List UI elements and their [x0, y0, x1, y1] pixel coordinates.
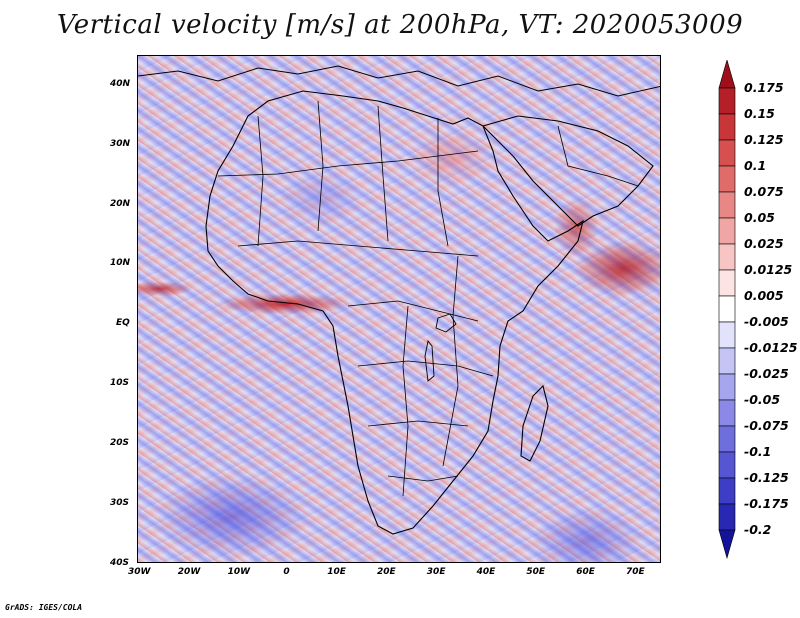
colorbar-level-label: 0.005 — [744, 288, 784, 303]
lon-tick-label: 70E — [626, 567, 645, 577]
colorbar-level-label: 0.075 — [744, 184, 784, 199]
colorbar-bin — [718, 373, 736, 401]
lon-tick-label: 0 — [283, 567, 290, 577]
arabia-coastline — [481, 115, 654, 227]
colorbar-level-label: -0.175 — [744, 496, 789, 511]
grads-credit: GrADS: IGES/COLA — [5, 603, 83, 612]
colorbar-bin — [718, 425, 736, 453]
colorbar-bin — [718, 347, 736, 375]
colorbar-level-label: -0.1 — [744, 444, 772, 459]
map-title: Vertical velocity [m/s] at 200hPa, VT: 2… — [56, 10, 744, 40]
border-line — [402, 305, 409, 497]
colorbar-level-label: 0.05 — [744, 210, 775, 225]
colorbar-level-label: 0.175 — [744, 80, 784, 95]
colorbar-level-label: -0.05 — [744, 392, 781, 407]
map-panel — [137, 55, 661, 563]
lat-tick-label: 40S — [110, 558, 130, 568]
colorbar-level-label: -0.005 — [744, 314, 789, 329]
lat-tick-label: 10S — [110, 378, 130, 388]
colorbar-bin — [718, 529, 736, 560]
colorbar-level-label: -0.125 — [744, 470, 789, 485]
lon-tick-label: 60E — [576, 567, 595, 577]
madagascar-coastline — [520, 384, 549, 462]
lat-tick-label: 30N — [110, 138, 131, 149]
colorbar — [718, 60, 736, 560]
colorbar-level-label: 0.125 — [744, 132, 784, 147]
colorbar-level-label: -0.025 — [744, 366, 789, 381]
colorbar-level-label: 0.1 — [744, 158, 767, 173]
lat-tick-label: 30S — [110, 497, 130, 508]
lon-tick-label: 40E — [476, 567, 496, 577]
border-line — [387, 475, 459, 482]
lon-tick-label: 10W — [227, 567, 251, 577]
colorbar-bin — [718, 60, 736, 89]
colorbar-bin — [718, 503, 736, 531]
colorbar-level-label: 0.025 — [744, 236, 784, 251]
lon-tick-label: 50E — [526, 567, 546, 577]
border-line — [377, 105, 389, 242]
lon-tick-label: 20W — [177, 567, 201, 577]
border-line — [237, 240, 479, 257]
border-line — [217, 150, 479, 177]
colorbar-level-label: -0.2 — [744, 522, 772, 537]
colorbar-bin — [718, 139, 736, 167]
border-line — [347, 300, 479, 322]
border-line — [442, 255, 459, 467]
lon-tick-label: 30W — [128, 567, 151, 577]
colorbar-bin — [718, 217, 736, 245]
colorbar-level-label: -0.075 — [744, 418, 789, 433]
colorbar-bin — [718, 113, 736, 141]
lake-victoria — [435, 313, 457, 333]
coastline-overlay — [138, 65, 660, 535]
border-line — [367, 420, 469, 427]
lat-tick-label: 10N — [110, 258, 131, 269]
colorbar-level-label: 0.0125 — [744, 262, 793, 277]
border-line — [257, 115, 264, 247]
colorbar-bin — [718, 165, 736, 193]
colorbar-bin — [718, 477, 736, 505]
lake-tanganyika — [424, 339, 435, 382]
colorbar-bin — [718, 295, 736, 323]
lat-tick-label: 20N — [110, 198, 131, 209]
lat-tick-label: EQ — [116, 318, 130, 329]
colorbar-bin — [718, 399, 736, 427]
colorbar-level-label: 0.15 — [744, 106, 775, 121]
lon-tick-label: 30E — [426, 567, 446, 577]
colorbar-level-label: -0.0125 — [744, 340, 798, 355]
colorbar-bin — [718, 191, 736, 219]
colorbar-bin — [718, 451, 736, 479]
lat-tick-label: 40N — [110, 79, 131, 89]
vertical-velocity-field — [138, 56, 660, 562]
border-line — [437, 118, 449, 247]
lat-tick-label: 20S — [110, 437, 130, 448]
africa-coastline — [205, 90, 584, 535]
europe-coastline — [138, 65, 660, 97]
lon-tick-label: 20E — [377, 567, 396, 577]
border-line — [557, 125, 639, 187]
colorbar-bin — [718, 269, 736, 297]
colorbar-bin — [718, 321, 736, 349]
border-line — [317, 100, 324, 232]
colorbar-bin — [718, 243, 736, 271]
colorbar-bin — [718, 87, 736, 115]
lon-tick-label: 10E — [327, 567, 346, 577]
